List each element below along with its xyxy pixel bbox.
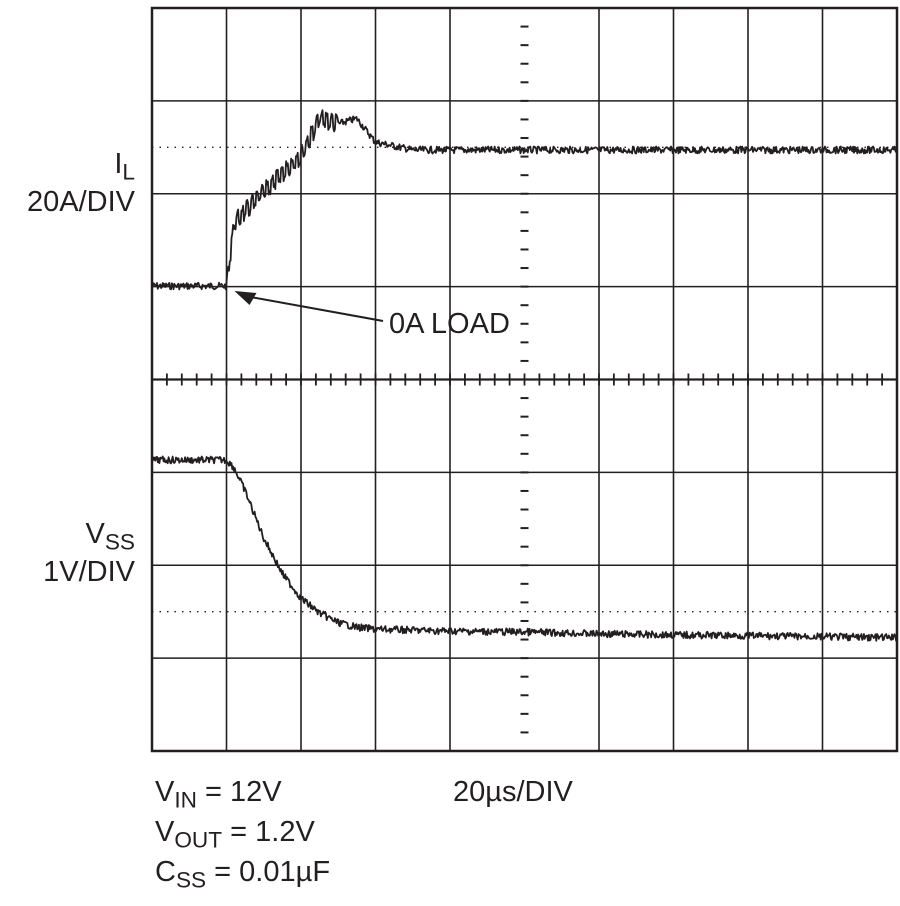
annotations <box>234 291 384 322</box>
current-channel-name: IL <box>114 148 135 185</box>
voltage-channel-scale: 1V/DIV <box>43 556 135 588</box>
current-channel-scale: 20A/DIV <box>27 186 135 218</box>
annotation-arrowhead <box>234 291 257 305</box>
traces <box>151 109 898 642</box>
condition-vin: VIN = 12V <box>155 776 282 813</box>
annotation-0a-load: 0A LOAD <box>389 308 510 340</box>
current-trace <box>151 109 898 291</box>
voltage-trace <box>151 455 898 642</box>
timebase-label: 20µs/DIV <box>453 776 573 808</box>
annotation-arrow-line <box>250 296 384 322</box>
condition-vout: VOUT = 1.2V <box>155 816 315 853</box>
voltage-channel-name: VSS <box>85 518 135 555</box>
condition-css: CSS = 0.01µF <box>155 856 331 893</box>
graticule <box>150 6 899 753</box>
